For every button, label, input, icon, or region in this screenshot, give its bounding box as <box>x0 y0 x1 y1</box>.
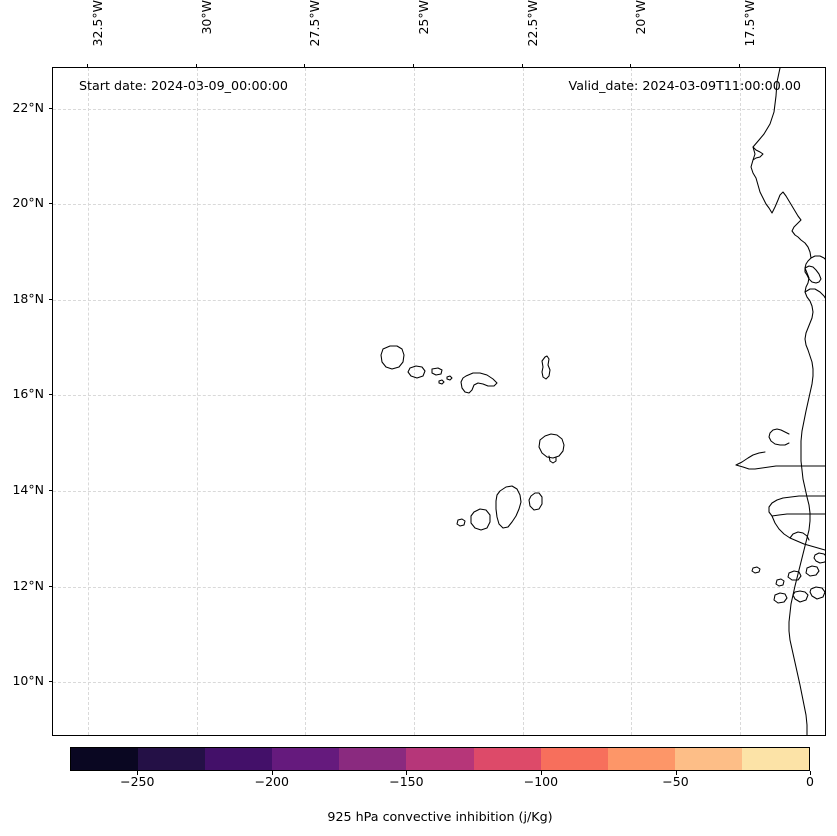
colorbar-segment-7 <box>540 748 608 770</box>
colorbar-segment-6 <box>473 748 541 770</box>
valid-date-annotation: Valid_date: 2024-03-09T11:00:00.00 <box>568 78 801 93</box>
x-tick-label-2: 27.5°W <box>307 0 323 47</box>
colorbar-tick-mark-0 <box>137 771 139 775</box>
gridline-meridian-0 <box>87 68 89 735</box>
y-tick-mark-5 <box>48 585 52 587</box>
y-tick-label-6: 10°N <box>12 673 44 688</box>
colorbar-tick-mark-3 <box>540 771 542 775</box>
y-tick-label-1: 20°N <box>12 195 44 211</box>
start-date-annotation: Start date: 2024-03-09_00:00:00 <box>79 78 289 93</box>
x-tick-mark-6 <box>739 63 740 67</box>
gridline-meridian-3 <box>413 68 415 735</box>
gridline-parallel-6 <box>53 682 825 683</box>
colorbar-segment-5 <box>406 748 474 770</box>
colorbar-tick-label-1: −200 <box>254 774 289 789</box>
gridline-parallel-2 <box>53 299 825 301</box>
x-tick-label-3: 25°W <box>415 0 431 35</box>
gridline-meridian-1 <box>196 68 198 735</box>
gridline-meridian-6 <box>740 68 741 735</box>
x-tick-label-0: 32.5°W <box>89 0 105 47</box>
gridline-meridian-2 <box>305 68 307 735</box>
y-tick-label-4: 14°N <box>12 481 44 497</box>
x-tick-mark-0 <box>86 63 88 67</box>
colorbar-segment-4 <box>339 748 407 770</box>
colorbar[interactable]: −250 −200 −150 −100 −50 0 925 hPa convective … <box>70 747 814 823</box>
colorbar-segment-9 <box>674 748 742 770</box>
y-tick-mark-2 <box>48 298 52 300</box>
y-tick-label-3: 16°N <box>12 386 44 402</box>
y-tick-mark-4 <box>48 489 52 491</box>
colorbar-segment-2 <box>205 748 273 770</box>
colorbar-tick-label-0: −250 <box>120 774 155 789</box>
colorbar-tick-mark-5 <box>810 771 811 775</box>
colorbar-label: 925 hPa convective inhibition (j/Kg) <box>327 809 553 824</box>
colorbar-segment-0 <box>71 748 139 770</box>
x-tick-label-5: 20°W <box>633 0 649 35</box>
gridline-parallel-0 <box>53 108 825 110</box>
y-tick-label-0: 22°N <box>12 99 44 115</box>
y-tick-label-2: 18°N <box>12 290 44 306</box>
gridline-parallel-3 <box>53 395 825 397</box>
x-tick-mark-1 <box>195 63 197 67</box>
colorbar-tick-label-5: 0 <box>806 774 814 789</box>
x-tick-label-4: 22.5°W <box>524 0 540 47</box>
x-tick-label-1: 30°W <box>198 0 214 35</box>
colorbar-tick-mark-2 <box>406 771 408 775</box>
x-tick-mark-2 <box>304 63 306 67</box>
colorbar-tick-label-2: −150 <box>389 774 424 789</box>
x-tick-mark-4 <box>521 63 523 67</box>
y-tick-mark-3 <box>48 394 52 396</box>
x-tick-mark-3 <box>412 63 414 67</box>
gridline-meridian-4 <box>522 68 524 735</box>
gridline-meridian-5 <box>631 68 633 735</box>
gridline-parallel-1 <box>53 204 825 206</box>
colorbar-gradient[interactable] <box>70 747 810 771</box>
x-tick-label-6: 17.5°W <box>742 0 757 47</box>
map-plot-area[interactable]: Start date: 2024-03-09_00:00:00 Valid_da… <box>52 67 826 736</box>
colorbar-segment-8 <box>607 748 675 770</box>
gridline-parallel-5 <box>53 586 825 588</box>
colorbar-tick-mark-4 <box>675 771 677 775</box>
coastline-layer <box>380 68 825 735</box>
colorbar-tick-label-3: −100 <box>523 774 559 789</box>
colorbar-tick-label-4: −50 <box>662 774 689 789</box>
y-tick-mark-0 <box>48 107 52 109</box>
x-tick-mark-5 <box>630 63 632 67</box>
colorbar-segment-10 <box>741 748 810 770</box>
gridline-parallel-4 <box>53 490 825 492</box>
colorbar-tick-mark-1 <box>271 771 273 775</box>
y-tick-label-5: 12°N <box>12 577 44 593</box>
colorbar-segment-3 <box>272 748 340 770</box>
y-tick-mark-1 <box>48 203 52 205</box>
colorbar-segment-1 <box>138 748 206 770</box>
y-tick-mark-6 <box>48 681 52 682</box>
